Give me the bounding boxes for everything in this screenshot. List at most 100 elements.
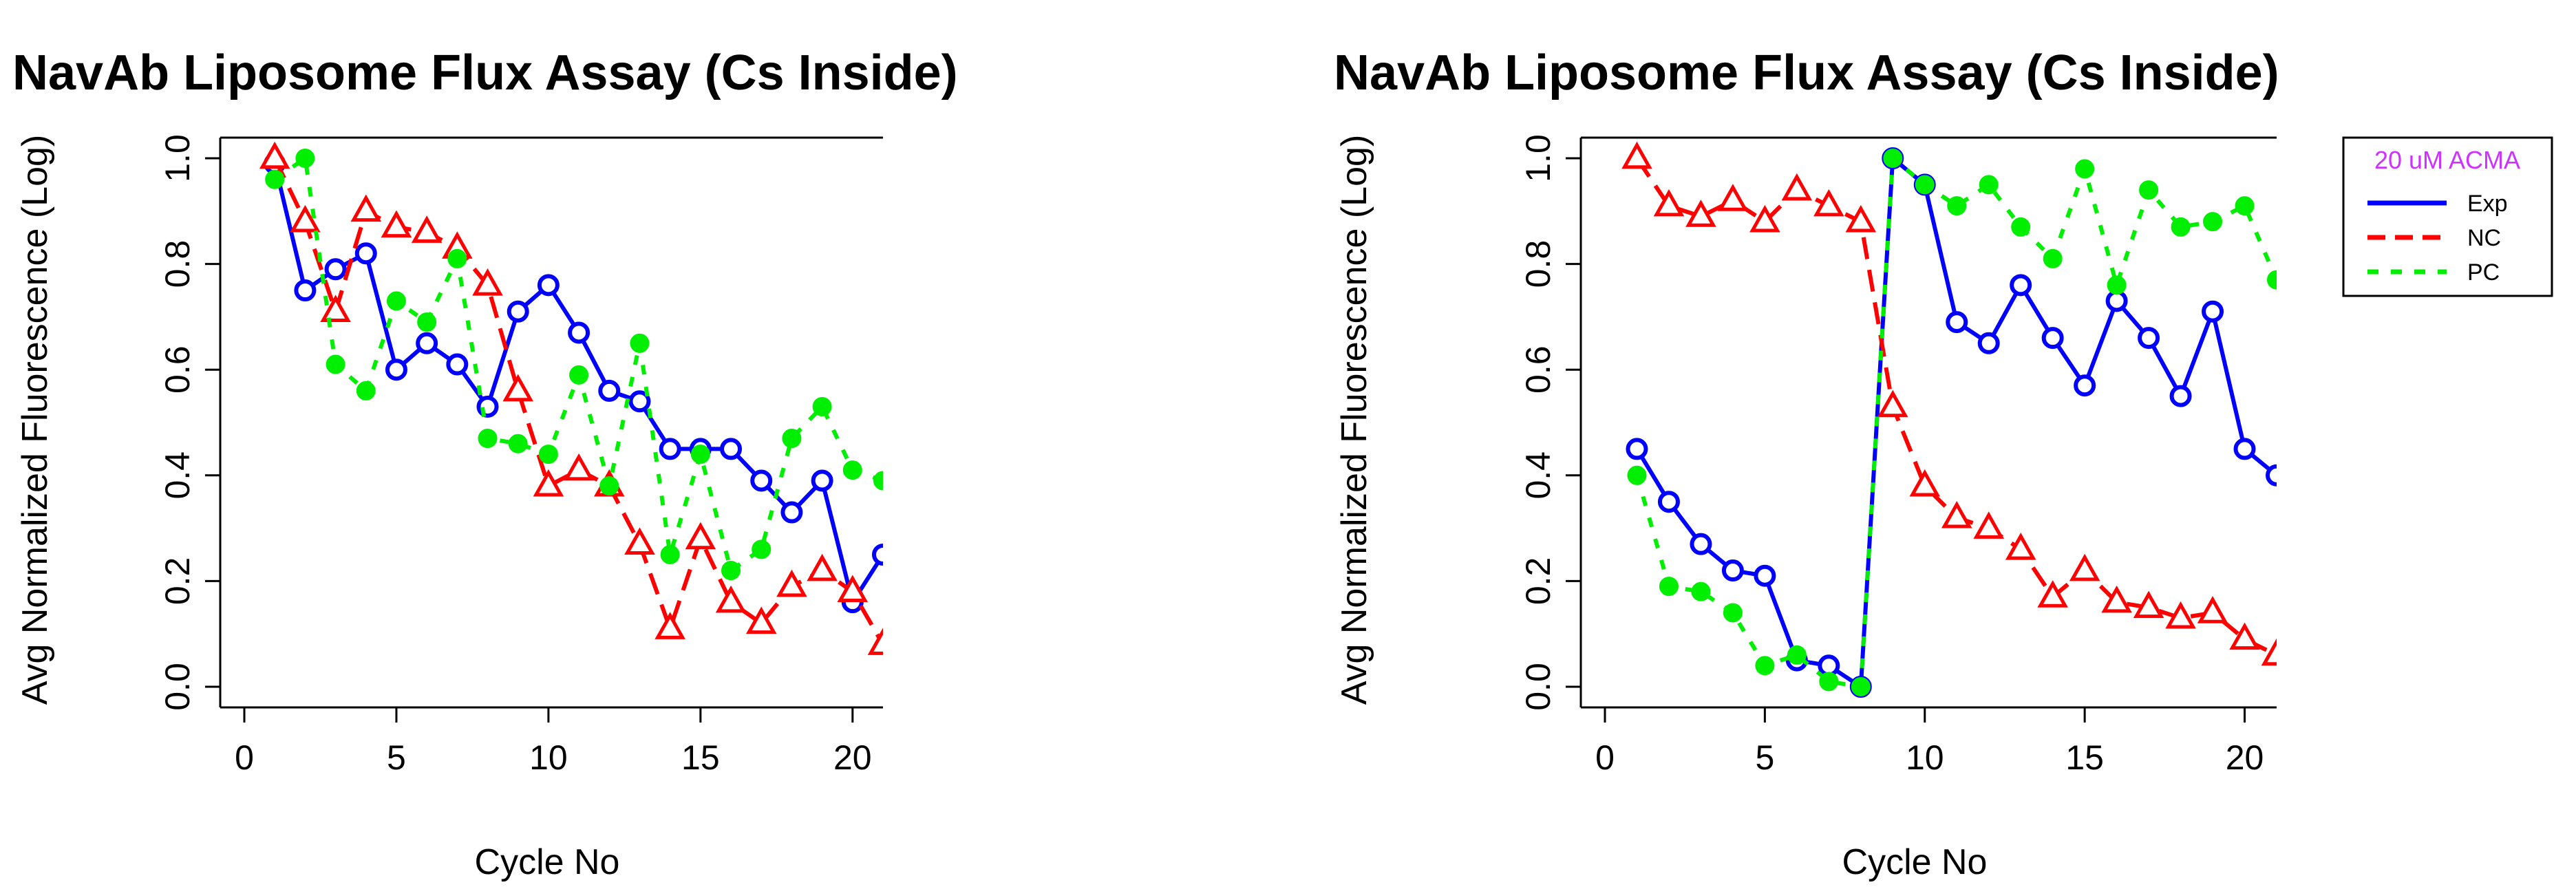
data-point bbox=[2005, 533, 2036, 560]
data-point bbox=[326, 354, 345, 374]
data-point bbox=[842, 460, 862, 480]
data-point bbox=[2267, 270, 2277, 290]
data-point bbox=[780, 501, 803, 524]
axes: 0.0 0.2 0.4 0.6 0.8 1.0 0 5 10 15 20 bbox=[1519, 134, 2277, 777]
data-point bbox=[447, 248, 467, 268]
data-point bbox=[1973, 511, 2004, 539]
data-point bbox=[1621, 141, 1652, 169]
legend: 20 uM ACMA Exp NC PC bbox=[2342, 136, 2553, 297]
data-point bbox=[1723, 603, 1743, 623]
data-point bbox=[2069, 553, 2100, 581]
data-point bbox=[873, 471, 883, 491]
data-point bbox=[563, 453, 595, 481]
data-point bbox=[720, 438, 743, 460]
data-point bbox=[1819, 672, 1839, 692]
data-point bbox=[2233, 438, 2256, 460]
data-point bbox=[416, 332, 438, 354]
data-point bbox=[1845, 204, 1877, 233]
data-point bbox=[2165, 601, 2196, 629]
data-point bbox=[837, 575, 869, 603]
data-point bbox=[569, 365, 589, 385]
data-point bbox=[295, 149, 315, 168]
x-tick-label: 15 bbox=[2065, 738, 2104, 777]
data-point bbox=[1947, 196, 1967, 216]
data-point bbox=[2075, 159, 2095, 179]
data-point bbox=[2043, 248, 2063, 268]
data-point bbox=[568, 321, 590, 344]
data-point bbox=[320, 295, 351, 323]
data-point bbox=[1915, 175, 1935, 195]
series-group bbox=[1621, 141, 2277, 698]
data-point bbox=[1979, 175, 1999, 195]
data-point bbox=[1941, 500, 1972, 528]
data-point bbox=[508, 434, 528, 453]
y-tick-label: 0.4 bbox=[158, 451, 197, 500]
x-axis-label: Cycle No bbox=[1842, 842, 1988, 882]
data-point bbox=[872, 544, 883, 566]
x-tick-label: 10 bbox=[1906, 738, 1944, 777]
data-point bbox=[2169, 385, 2192, 407]
x-tick-label: 20 bbox=[833, 738, 872, 777]
data-point bbox=[654, 612, 685, 639]
data-point bbox=[265, 169, 285, 189]
data-point bbox=[715, 585, 747, 613]
x-tick-label: 15 bbox=[681, 738, 720, 777]
legend-title: 20 uM ACMA bbox=[2374, 146, 2520, 174]
x-tick-label: 0 bbox=[1595, 738, 1615, 777]
y-tick-label: 0.0 bbox=[158, 663, 197, 711]
x-axis-label: Cycle No bbox=[475, 842, 620, 882]
data-point bbox=[1749, 204, 1780, 233]
data-point bbox=[2037, 580, 2068, 608]
data-point bbox=[599, 476, 619, 496]
x-tick-label: 5 bbox=[387, 738, 406, 777]
axes: 0.0 0.2 0.4 0.6 0.8 1.0 0 5 10 15 20 bbox=[158, 134, 883, 777]
data-point bbox=[2266, 464, 2277, 487]
data-point bbox=[2107, 275, 2127, 295]
y-tick-label: 0.8 bbox=[158, 240, 197, 288]
data-point bbox=[2010, 274, 2032, 297]
data-point bbox=[1627, 465, 1647, 485]
chart-title: NavAb Liposome Flux Assay (Cs Inside) bbox=[1334, 45, 2279, 100]
series-pc bbox=[265, 149, 883, 581]
data-point bbox=[811, 469, 833, 492]
legend-entries: Exp NC PC bbox=[2367, 191, 2508, 286]
data-point bbox=[776, 569, 807, 597]
y-tick-label: 0.2 bbox=[1519, 557, 1557, 606]
data-point bbox=[745, 606, 777, 634]
data-point bbox=[2203, 212, 2223, 232]
data-point bbox=[1787, 645, 1807, 665]
data-point bbox=[1781, 173, 1813, 201]
data-point bbox=[807, 553, 838, 581]
data-point bbox=[354, 242, 377, 265]
y-tick-label: 1.0 bbox=[158, 134, 197, 182]
data-point bbox=[1626, 438, 1648, 460]
data-point bbox=[1977, 332, 2000, 354]
x-tick-label: 20 bbox=[2226, 738, 2264, 777]
legend-entry-label: NC bbox=[2467, 225, 2501, 251]
series-exp bbox=[1626, 147, 2277, 698]
data-point bbox=[659, 438, 681, 460]
data-point bbox=[411, 215, 443, 243]
series-nc bbox=[1621, 141, 2277, 666]
data-point bbox=[1883, 149, 1903, 168]
plot-area: 0.0 0.2 0.4 0.6 0.8 1.0 0 5 10 15 20 bbox=[158, 134, 883, 777]
data-point bbox=[1717, 184, 1749, 211]
data-point bbox=[685, 522, 716, 550]
data-point bbox=[1685, 200, 1716, 227]
x-tick-label: 10 bbox=[529, 738, 568, 777]
data-point bbox=[1721, 559, 1744, 582]
legend-entry-label: Exp bbox=[2467, 191, 2508, 217]
legend-entry-label: PC bbox=[2467, 259, 2500, 286]
data-point bbox=[2138, 327, 2160, 350]
data-point bbox=[1755, 656, 1775, 676]
data-point bbox=[1946, 311, 1968, 334]
data-point bbox=[2261, 638, 2277, 666]
data-point bbox=[867, 628, 883, 655]
data-point bbox=[2041, 327, 2064, 350]
y-tick-label: 0.6 bbox=[1519, 345, 1557, 394]
y-tick-label: 0.6 bbox=[158, 345, 197, 394]
data-point bbox=[1851, 677, 1871, 696]
data-point bbox=[446, 353, 469, 376]
data-point bbox=[624, 527, 655, 555]
